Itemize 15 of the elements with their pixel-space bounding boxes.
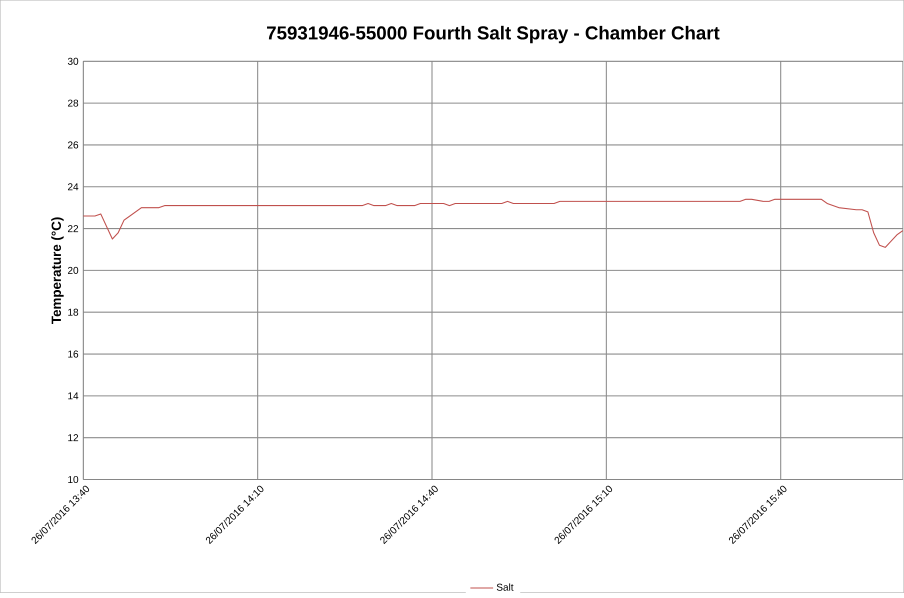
line-series: [82, 198, 904, 248]
y-tick-label: 22: [68, 225, 78, 232]
y-tick-label: 12: [68, 434, 78, 442]
y-tick-label: 28: [68, 100, 78, 107]
y-tick-label: 10: [68, 476, 78, 484]
legend-label: Salt: [496, 583, 514, 591]
chart-title: 75931946-55000 Fourth Salt Spray - Chamber Chart: [267, 26, 720, 44]
y-tick-label: 24: [68, 183, 78, 190]
y-axis-title: Temperature (°C): [51, 217, 64, 324]
y-tick-label: 16: [68, 350, 78, 358]
y-tick-label: 18: [68, 308, 78, 316]
y-tick-label: 14: [68, 392, 78, 400]
y-tick-label: 26: [68, 141, 78, 148]
y-tick-label: 20: [68, 266, 78, 274]
y-tick-label: 30: [68, 58, 78, 65]
